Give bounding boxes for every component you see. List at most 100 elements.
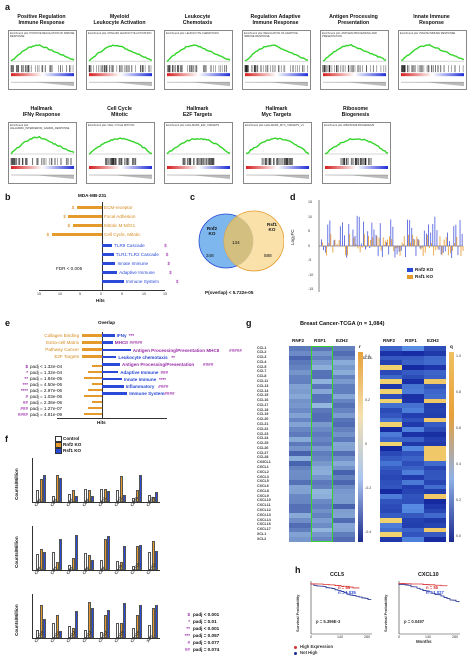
panel-d-bar-rsf1	[353, 237, 355, 246]
panel-b-tick: 5	[121, 292, 123, 296]
panel-e-padj-mark: ####	[17, 412, 28, 417]
heatmap-right-cell	[424, 503, 446, 509]
heatmap-right-scale-tick: 0.8	[456, 390, 461, 394]
gsea-enrich-caption: Enrichment plot: ANTIGEN PROCESSING AND …	[322, 32, 377, 38]
panel-d-bar-rsf1	[389, 236, 390, 246]
heatmap-left-cell	[311, 441, 333, 447]
panel-e-mark-right: ***	[128, 333, 135, 338]
panel-b-mark-down: $	[169, 270, 172, 275]
panel-d-bar-rnf2	[327, 224, 329, 246]
panel-e-title: Overlap	[98, 320, 116, 325]
heatmap-right-cell	[424, 432, 446, 438]
panel-f-bar	[103, 539, 107, 570]
heatmap-left-scalebar	[358, 352, 363, 542]
heatmap-left-cell	[311, 446, 333, 452]
panel-f-bar	[116, 560, 119, 570]
panel-d-bar-rsf1	[328, 243, 330, 246]
heatmap-right-cell	[424, 350, 446, 356]
heatmap-left-cell	[333, 393, 355, 399]
heatmap-left-cell	[311, 350, 333, 356]
panel-f-bar	[151, 541, 155, 570]
panel-f-bar	[123, 602, 126, 638]
panel-d-bar-rnf2	[461, 233, 463, 246]
heatmap-row-label: XCL1	[257, 531, 267, 536]
panel-f-xtick: Ccl2	[33, 497, 43, 508]
heatmap-left-cell	[289, 346, 311, 351]
km-curve-high	[398, 583, 448, 587]
panel-e-mark-right: **	[171, 354, 175, 360]
heatmap-left-cell	[311, 470, 333, 476]
heatmap-right-cell	[424, 527, 446, 533]
panel-f-bar	[59, 477, 62, 502]
heatmap-left-cell	[333, 484, 355, 490]
panel-e-label-right: Leukocyte chemotaxis	[118, 354, 168, 360]
panel-d-bar-rnf2	[432, 224, 434, 246]
panel-d-bar-rsf1	[395, 246, 397, 249]
heatmap-right-cell	[402, 498, 424, 504]
km-xtick: 280	[364, 635, 370, 639]
heatmap-right-cell	[424, 374, 446, 380]
panel-e-bar-right	[102, 341, 113, 344]
heatmap-left-cell	[333, 532, 355, 538]
heatmap-left-cell	[289, 451, 311, 457]
panel-b-letter: b	[5, 192, 11, 202]
heatmap-left-scale-tick: 0	[365, 442, 367, 446]
panel-d-bar-rnf2	[407, 219, 408, 246]
panel-d-bar-rsf1	[357, 246, 359, 249]
heatmap-row-label: CCL24	[257, 436, 269, 441]
heatmap-right-cell	[402, 393, 424, 399]
panel-f-ylabel: Counts/Million	[14, 604, 19, 636]
panel-f-bar	[119, 475, 123, 502]
heatmap-left-cell	[311, 379, 333, 385]
km-xtick: 0	[310, 635, 312, 639]
km-legend-swatch	[294, 646, 297, 649]
heatmap-left-cell	[333, 460, 355, 466]
panel-b-tick: 10	[58, 292, 62, 296]
panel-f-bar	[123, 546, 126, 570]
heatmap-right-cell	[380, 374, 402, 380]
heatmap-left-cell	[333, 451, 355, 457]
panel-d-bar-rsf1	[347, 246, 348, 256]
panel-e-padj-bar	[92, 364, 102, 367]
heatmap-left-cell	[289, 427, 311, 433]
panel-e-mark-right: ####	[158, 384, 169, 390]
panel-b-bar-down	[102, 271, 118, 274]
heatmap-right-cell	[380, 508, 402, 514]
heatmap-right-cell	[402, 508, 424, 514]
heatmap-left-cell	[333, 446, 355, 452]
heatmap-row-label: CXCL12	[257, 508, 271, 513]
heatmap-left-cell	[311, 498, 333, 504]
panel-f-padj-text: padj = 0.01	[193, 619, 217, 624]
panel-e-padj-text: padj = 4.50e-06	[30, 382, 63, 387]
heatmap-left-cell	[311, 422, 333, 428]
heatmap-right-cell	[402, 465, 424, 471]
heatmap-right-cell	[424, 427, 446, 433]
heatmap-left-cell	[311, 393, 333, 399]
panel-e-label-right: MHCII	[114, 340, 128, 346]
panel-f-xtick: Ccl6	[81, 565, 91, 576]
row1-title-2: Leukocyte Chemotaxis	[182, 14, 213, 26]
heatmap-right-cell	[402, 455, 424, 461]
heatmap-right-scale-tick: 1.0	[456, 354, 461, 358]
heatmap-right-cell	[380, 389, 402, 394]
heatmap-right-cell	[380, 484, 402, 490]
heatmap-left-cell	[333, 408, 355, 414]
panel-e-mark-right: ###	[160, 369, 169, 375]
km-n-not: n = 1,035	[338, 590, 356, 595]
heatmap-right-cell	[424, 446, 446, 452]
panel-e-padj-text: padj = 1.84e-05	[30, 376, 63, 381]
panel-d-bar-rnf2	[356, 215, 358, 246]
panel-d-bar-rnf2	[405, 246, 406, 258]
heatmap-left-cell	[311, 537, 333, 543]
panel-b-mark-up: $	[63, 214, 66, 219]
heatmap-right-cell	[402, 417, 424, 423]
heatmap-right-cell	[424, 379, 446, 385]
panel-d-bar-rsf1	[401, 242, 403, 246]
panel-f-bar	[52, 496, 55, 502]
heatmap-left-cell	[333, 355, 355, 361]
heatmap-left-cell	[333, 369, 355, 375]
km-n-not: n = 1,027	[426, 590, 444, 595]
heatmap-row-label: CCL4	[257, 359, 267, 364]
gsea-plot: Enrichment plot: MYELOID LEUKOCYTE ACTIV…	[86, 30, 155, 90]
heatmap-right-cell	[424, 393, 446, 399]
